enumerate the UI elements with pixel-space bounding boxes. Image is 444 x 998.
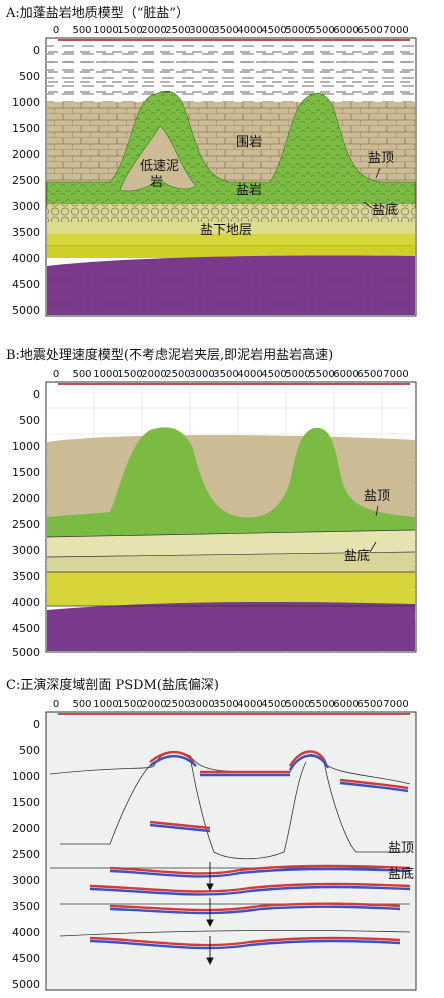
y-tick: 2000 [12,492,40,505]
x-tick: 5500 [309,699,334,710]
panel-a-title: A:加蓬盐岩地质模型（“脏盐”） [6,6,190,21]
y-tick: 2500 [12,174,40,187]
x-tick: 5500 [309,25,334,36]
x-tick: 1500 [117,25,142,36]
x-tick: 6500 [357,369,382,380]
x-tick: 0 [53,25,59,36]
y-tick: 4000 [12,596,40,609]
x-tick: 3500 [213,25,238,36]
y-tick: 1500 [12,122,40,135]
y-tick: 4000 [12,926,40,939]
mud-inclusion [119,125,197,192]
y-tick: 0 [33,388,40,401]
x-tick: 2500 [165,369,190,380]
x-tick: 2000 [141,25,166,36]
y-tick: 3000 [12,874,40,887]
x-tick: 1000 [93,25,118,36]
y-tick: 4500 [12,952,40,965]
x-tick: 1000 [93,699,118,710]
y-tick: 0 [33,44,40,57]
y-tick: 1000 [12,440,40,453]
x-tick: 4000 [237,369,262,380]
x-tick: 5000 [285,699,310,710]
y-tick: 4500 [12,278,40,291]
x-tick: 6500 [357,699,382,710]
x-tick: 1500 [117,369,142,380]
y-tick: 5000 [12,304,40,317]
panel-c-title: C:正演深度域剖面 PSDM(盐底偏深) [6,678,219,693]
panel-b-title: B:地震处理速度模型(不考虑泥岩夹层,即泥岩用盐岩高速) [6,348,334,363]
label-disu2: 岩 [150,175,163,190]
y-tick: 500 [19,70,40,83]
y-tick: 1500 [12,796,40,809]
y-tick: 2000 [12,822,40,835]
x-tick: 5500 [309,369,334,380]
panel-b-figure: 0 500 1000 1500 2000 2500 3000 3500 4000… [12,369,417,659]
x-tick: 1500 [117,699,142,710]
x-tick: 6000 [333,699,358,710]
label-disu: 低速泥 [140,159,179,174]
x-tick: 2500 [165,699,190,710]
y-tick: 4500 [12,622,40,635]
x-tick: 7000 [383,25,408,36]
label-weiyan: 围岩 [236,135,262,150]
y-tick: 500 [19,414,40,427]
label-yanding: 盐顶 [368,151,394,166]
y-tick: 3500 [12,900,40,913]
x-tick: 4500 [261,699,286,710]
y-tick: 2500 [12,848,40,861]
y-tick: 1500 [12,466,40,479]
salt-body [47,427,415,537]
x-tick: 3000 [189,25,214,36]
label-yanding: 盐顶 [388,841,414,856]
y-tick: 3500 [12,570,40,583]
x-tick: 1000 [93,369,118,380]
x-tick: 2500 [165,25,190,36]
y-tick: 500 [19,744,40,757]
label-yandi: 盐底 [388,866,414,882]
x-tick: 7000 [383,369,408,380]
x-tick: 500 [72,25,91,36]
x-tick: 6000 [333,25,358,36]
y-tick: 3000 [12,200,40,213]
label-yanyan: 盐岩 [236,183,262,198]
x-tick: 5000 [285,369,310,380]
y-tick: 4000 [12,252,40,265]
x-tick: 4500 [261,25,286,36]
x-tick: 2000 [141,699,166,710]
label-yandi: 盐底 [344,548,370,564]
x-tick: 4000 [237,25,262,36]
x-tick: 3500 [213,699,238,710]
y-tick: 2000 [12,148,40,161]
x-tick: 500 [72,369,91,380]
y-tick: 1000 [12,96,40,109]
x-tick: 4000 [237,699,262,710]
x-tick: 0 [53,369,59,380]
label-yandi: 盐底 [372,202,398,218]
x-tick: 6000 [333,369,358,380]
panel-c-figure: 0 500 1000 1500 2000 2500 3000 3500 4000… [12,699,417,991]
x-tick: 2000 [141,369,166,380]
y-tick: 3500 [12,226,40,239]
y-tick: 5000 [12,646,40,659]
x-tick: 3500 [213,369,238,380]
x-tick: 3000 [189,369,214,380]
y-tick: 0 [33,718,40,731]
x-tick: 3000 [189,699,214,710]
label-yanding: 盐顶 [364,489,390,504]
x-tick: 500 [72,699,91,710]
x-tick: 0 [53,699,59,710]
y-tick: 5000 [12,978,40,991]
y-tick: 1000 [12,770,40,783]
y-tick: 2500 [12,518,40,531]
panel-a-figure: 0 500 1000 1500 2000 2500 3000 3500 4000… [12,25,417,317]
x-tick: 6500 [357,25,382,36]
x-tick: 5000 [285,25,310,36]
label-yanxia: 盐下地层 [200,223,252,238]
y-tick: 3000 [12,544,40,557]
x-tick: 7000 [383,699,408,710]
x-tick: 4500 [261,369,286,380]
